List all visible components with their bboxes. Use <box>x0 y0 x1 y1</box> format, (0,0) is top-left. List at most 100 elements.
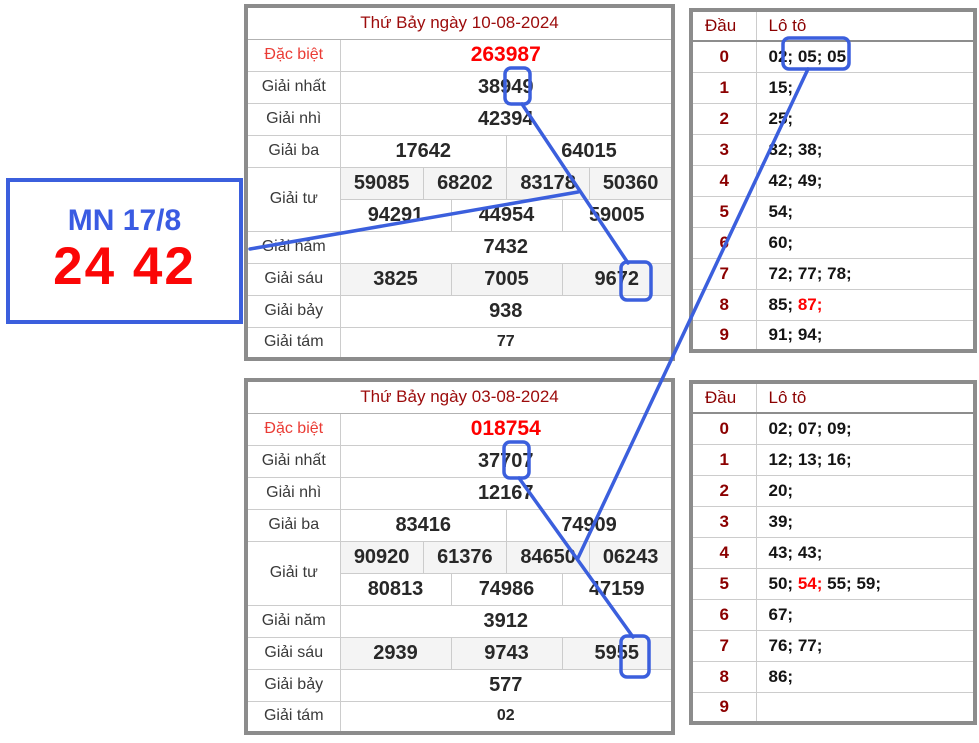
loto-values: 25; <box>755 102 976 135</box>
prize-label: Giải ba <box>245 134 341 168</box>
dau-row: 0 02; 05; 05; <box>690 40 976 73</box>
dau-digit: 3 <box>690 133 757 166</box>
dau-digit: 0 <box>690 412 757 445</box>
dau-digit: 8 <box>690 660 757 693</box>
dau-row: 9 <box>690 691 976 724</box>
prize-value: 7005 <box>450 262 563 296</box>
dau-row: 8 85; 87; <box>690 288 976 321</box>
prize-label: Giải nhì <box>245 102 341 136</box>
prize-value: 64015 <box>506 134 674 168</box>
dau-row: 9 91; 94; <box>690 319 976 352</box>
loto-number: 05; <box>797 46 823 66</box>
loto-number: 02; <box>768 418 794 438</box>
prize-value: 74909 <box>506 508 674 542</box>
result-table-2024-08-10: Thứ Bảy ngày 10-08-2024 Đặc biệt 263987 Giả… <box>244 4 675 361</box>
loto-values: 42; 49; <box>755 164 976 197</box>
dau-row: 4 42; 49; <box>690 164 976 197</box>
prize-value: 68202 <box>422 166 508 200</box>
dau-row: 5 50; 54; 55; 59; <box>690 567 976 600</box>
dau-row: 3 39; <box>690 505 976 538</box>
dau-loto-table-2024-08-10: Đầu Lô tô 0 02; 05; 05; 1 15; 2 25; 3 32; 38; … <box>689 8 977 353</box>
prize-value: 17642 <box>339 134 507 168</box>
dau-digit: 0 <box>690 40 757 73</box>
loto-number: 39; <box>768 511 794 531</box>
loto-values: 91; 94; <box>755 319 976 352</box>
loto-number: 43; <box>797 542 823 562</box>
prize-label: Giải tám <box>245 700 341 734</box>
prize-value: 938 <box>339 294 674 328</box>
prize-row: Giải tám 02 <box>245 700 674 734</box>
loto-number-highlighted: 87; <box>797 294 823 314</box>
prize-value: 84650 <box>505 540 591 574</box>
prize-row: Giải ba 83416 74909 <box>245 508 674 542</box>
prize-row: Giải năm 3912 <box>245 604 674 638</box>
prize-value: 06243 <box>589 540 674 574</box>
dau-row: 7 72; 77; 78; <box>690 257 976 290</box>
prize-value: 44954 <box>450 198 563 232</box>
loto-number: 13; <box>797 449 823 469</box>
loto-number: 54; <box>768 201 794 221</box>
loto-number: 59; <box>856 573 882 593</box>
dau-row: 5 54; <box>690 195 976 228</box>
loto-values: 67; <box>755 598 976 631</box>
loto-number: 15; <box>768 77 794 97</box>
dau-header: Đầu <box>690 381 757 414</box>
prize-row: Giải nhì 42394 <box>245 102 674 136</box>
prize-value: 263987 <box>339 38 674 72</box>
loto-number-highlighted: 54; <box>797 573 823 593</box>
prize-value: 3912 <box>339 604 674 638</box>
prize-row: Giải nhất 38949 <box>245 70 674 104</box>
dau-digit: 2 <box>690 102 757 135</box>
prize-label: Giải ba <box>245 508 341 542</box>
loto-number: 38; <box>797 139 823 159</box>
dau-row: 7 76; 77; <box>690 629 976 662</box>
dau-digit: 6 <box>690 598 757 631</box>
dau-loto-table-2024-08-03: Đầu Lô tô 0 02; 07; 09; 1 12; 13; 16; 2 20; 3… <box>689 380 977 725</box>
dau-digit: 1 <box>690 71 757 104</box>
loto-number: 67; <box>768 604 794 624</box>
prize-label: Giải tư <box>245 166 341 232</box>
dau-digit: 4 <box>690 164 757 197</box>
loto-number: 91; <box>768 324 794 344</box>
prize-value: 02 <box>339 700 674 734</box>
loto-number: 50; <box>768 573 794 593</box>
dau-digit: 3 <box>690 505 757 538</box>
loto-values: 20; <box>755 474 976 507</box>
loto-number: 16; <box>827 449 852 469</box>
prize-label: Giải nhất <box>245 70 341 104</box>
dau-digit: 7 <box>690 257 757 290</box>
prize-label: Giải năm <box>245 604 341 638</box>
loto-values: 50; 54; 55; 59; <box>755 567 976 600</box>
loto-number: 02; <box>768 46 794 66</box>
dau-row: 0 02; 07; 09; <box>690 412 976 445</box>
prize-row: Giải tư 90920 61376 84650 06243 <box>245 540 674 606</box>
prize-label: Đặc biệt <box>245 412 341 446</box>
prize-row: Giải tám 77 <box>245 326 674 360</box>
prize-value: 77 <box>339 326 674 360</box>
result-table-2024-08-03: Thứ Bảy ngày 03-08-2024 Đặc biệt 018754 Giả… <box>244 378 675 735</box>
prize-value: 3825 <box>339 262 452 296</box>
loto-number: 12; <box>768 449 794 469</box>
prize-row: Giải sáu 3825 7005 9672 <box>245 262 674 296</box>
loto-number: 20; <box>768 480 794 500</box>
loto-number: 76; <box>768 635 794 655</box>
dau-row: 6 60; <box>690 226 976 259</box>
prize-row: Giải bảy 938 <box>245 294 674 328</box>
prize-value: 577 <box>339 668 674 702</box>
result-title-row: Thứ Bảy ngày 10-08-2024 <box>245 5 674 40</box>
prize-label: Giải sáu <box>245 262 341 296</box>
prize-value: 59085 <box>339 166 424 200</box>
prize-value: 37707 <box>339 444 674 478</box>
loto-number: 72; <box>768 263 794 283</box>
dau-digit: 1 <box>690 443 757 476</box>
prize-label: Giải tư <box>245 540 341 606</box>
loto-values: 39; <box>755 505 976 538</box>
prize-value: 2939 <box>339 636 452 670</box>
prize-row: Giải bảy 577 <box>245 668 674 702</box>
prize-label: Giải sáu <box>245 636 341 670</box>
loto-number: 25; <box>768 108 794 128</box>
loto-values: 02; 05; 05; <box>755 40 976 73</box>
dau-digit: 5 <box>690 195 757 228</box>
dau-digit: 7 <box>690 629 757 662</box>
